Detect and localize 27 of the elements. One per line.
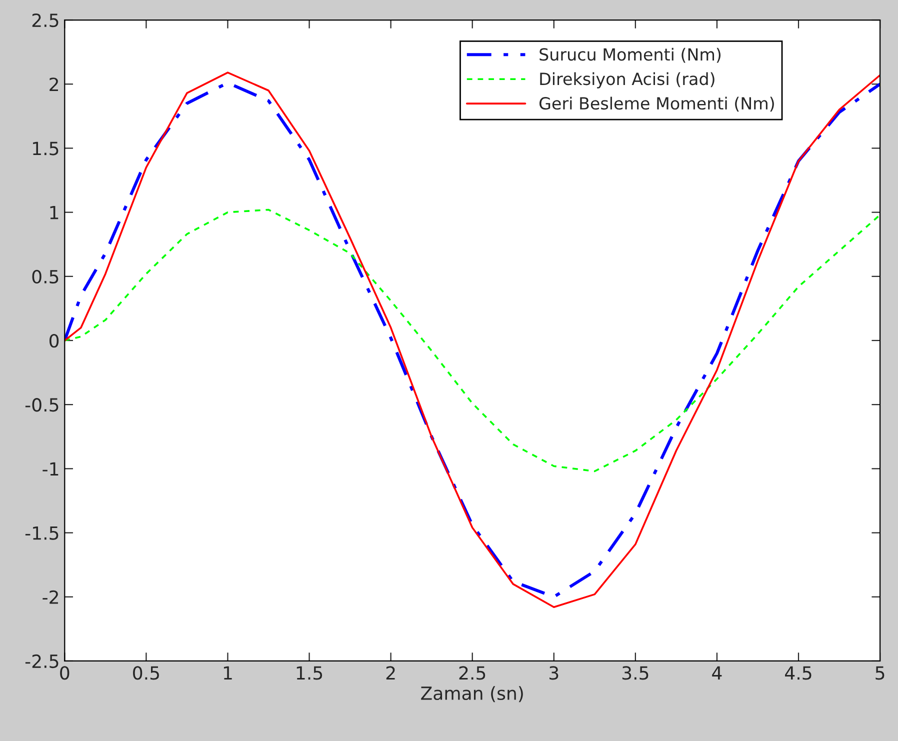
legend-label: Surucu Momenti (Nm)	[540, 48, 721, 63]
y-tick-label: 0.5	[32, 270, 58, 284]
y-tick-label: -0.5	[25, 398, 58, 412]
legend-label: Geri Besleme Momenti (Nm)	[539, 96, 774, 112]
y-tick-label: -1.5	[25, 526, 58, 540]
x-tick-label: 3.5	[622, 666, 648, 680]
y-tick-label: 0	[50, 334, 59, 348]
y-tick-label: -2	[42, 590, 58, 604]
x-tick-label: 2.5	[459, 666, 486, 680]
line-series	[64, 208, 880, 472]
x-tick-label: 5	[876, 666, 884, 680]
x-tick-label: 2	[386, 666, 395, 680]
x-tick-label: 0	[60, 666, 70, 680]
y-tick-label: 1	[50, 206, 58, 220]
x-axis-title: Zaman (sn)	[421, 686, 523, 702]
x-tick-label: 0.5	[133, 666, 159, 680]
y-tick-label: 1.5	[33, 142, 58, 156]
y-tick-label: -2.5	[25, 654, 58, 668]
y-tick-label: -1	[42, 462, 58, 476]
y-tick-label: 2.5	[32, 13, 58, 28]
legend-label: Direksiyon Acisi (rad)	[540, 72, 714, 88]
x-tick-label: 1.5	[296, 666, 322, 680]
x-tick-label: 4.5	[785, 666, 812, 680]
y-tick-label: 2	[50, 78, 58, 91]
x-tick-label: 1	[224, 666, 232, 680]
x-tick-label: 3	[550, 666, 558, 680]
x-tick-label: 4	[712, 666, 722, 680]
